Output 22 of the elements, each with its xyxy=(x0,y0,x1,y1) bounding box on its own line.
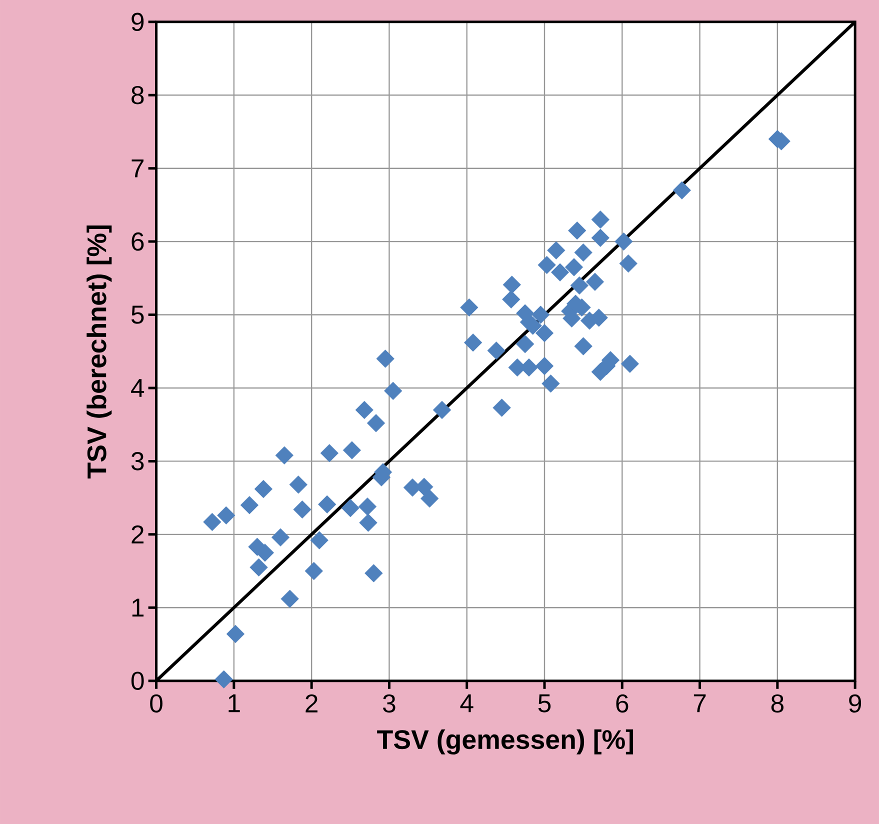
x-tick-label: 6 xyxy=(616,694,628,712)
x-tick-label: 9 xyxy=(849,694,862,712)
y-tick-label: 0 xyxy=(131,672,144,690)
x-tick-label: 4 xyxy=(460,694,474,712)
x-tick-label: 1 xyxy=(228,694,240,712)
y-tick-label: 8 xyxy=(132,86,144,104)
y-tick-label: 9 xyxy=(132,12,144,31)
x-tick-label: 7 xyxy=(694,694,706,712)
x-tick-label: 3 xyxy=(383,694,396,712)
y-tick-label: 3 xyxy=(131,452,144,470)
y-tick-label: 2 xyxy=(132,525,144,544)
x-tick-label: 2 xyxy=(306,694,318,712)
y-tick-label: 4 xyxy=(131,378,144,397)
x-tick-label: 5 xyxy=(538,694,551,712)
y-tick-label: 7 xyxy=(132,159,144,178)
x-tick-label: 8 xyxy=(771,694,784,712)
y-tick-label: 6 xyxy=(132,232,144,251)
y-tick-label: 5 xyxy=(131,306,144,324)
y-axis-title: TSV (berechnet) [%] xyxy=(86,225,112,478)
x-tick-label: 0 xyxy=(150,694,162,712)
x-axis-title: TSV (gemessen) [%] xyxy=(377,729,634,754)
y-tick-label: 1 xyxy=(132,598,144,616)
